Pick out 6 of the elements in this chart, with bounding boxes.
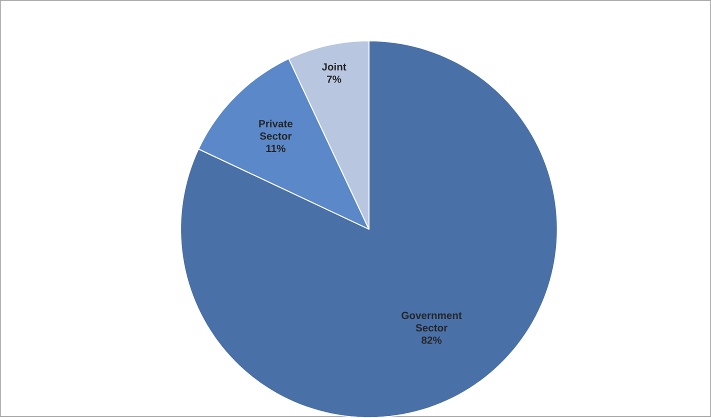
data-label: 82% bbox=[422, 336, 442, 344]
slice-label: Private Sector bbox=[259, 120, 293, 140]
slice-label: Joint bbox=[322, 62, 346, 70]
slice-label: Government Sector bbox=[402, 312, 462, 332]
data-label: 7% bbox=[327, 76, 342, 83]
data-label: 11% bbox=[266, 144, 286, 152]
